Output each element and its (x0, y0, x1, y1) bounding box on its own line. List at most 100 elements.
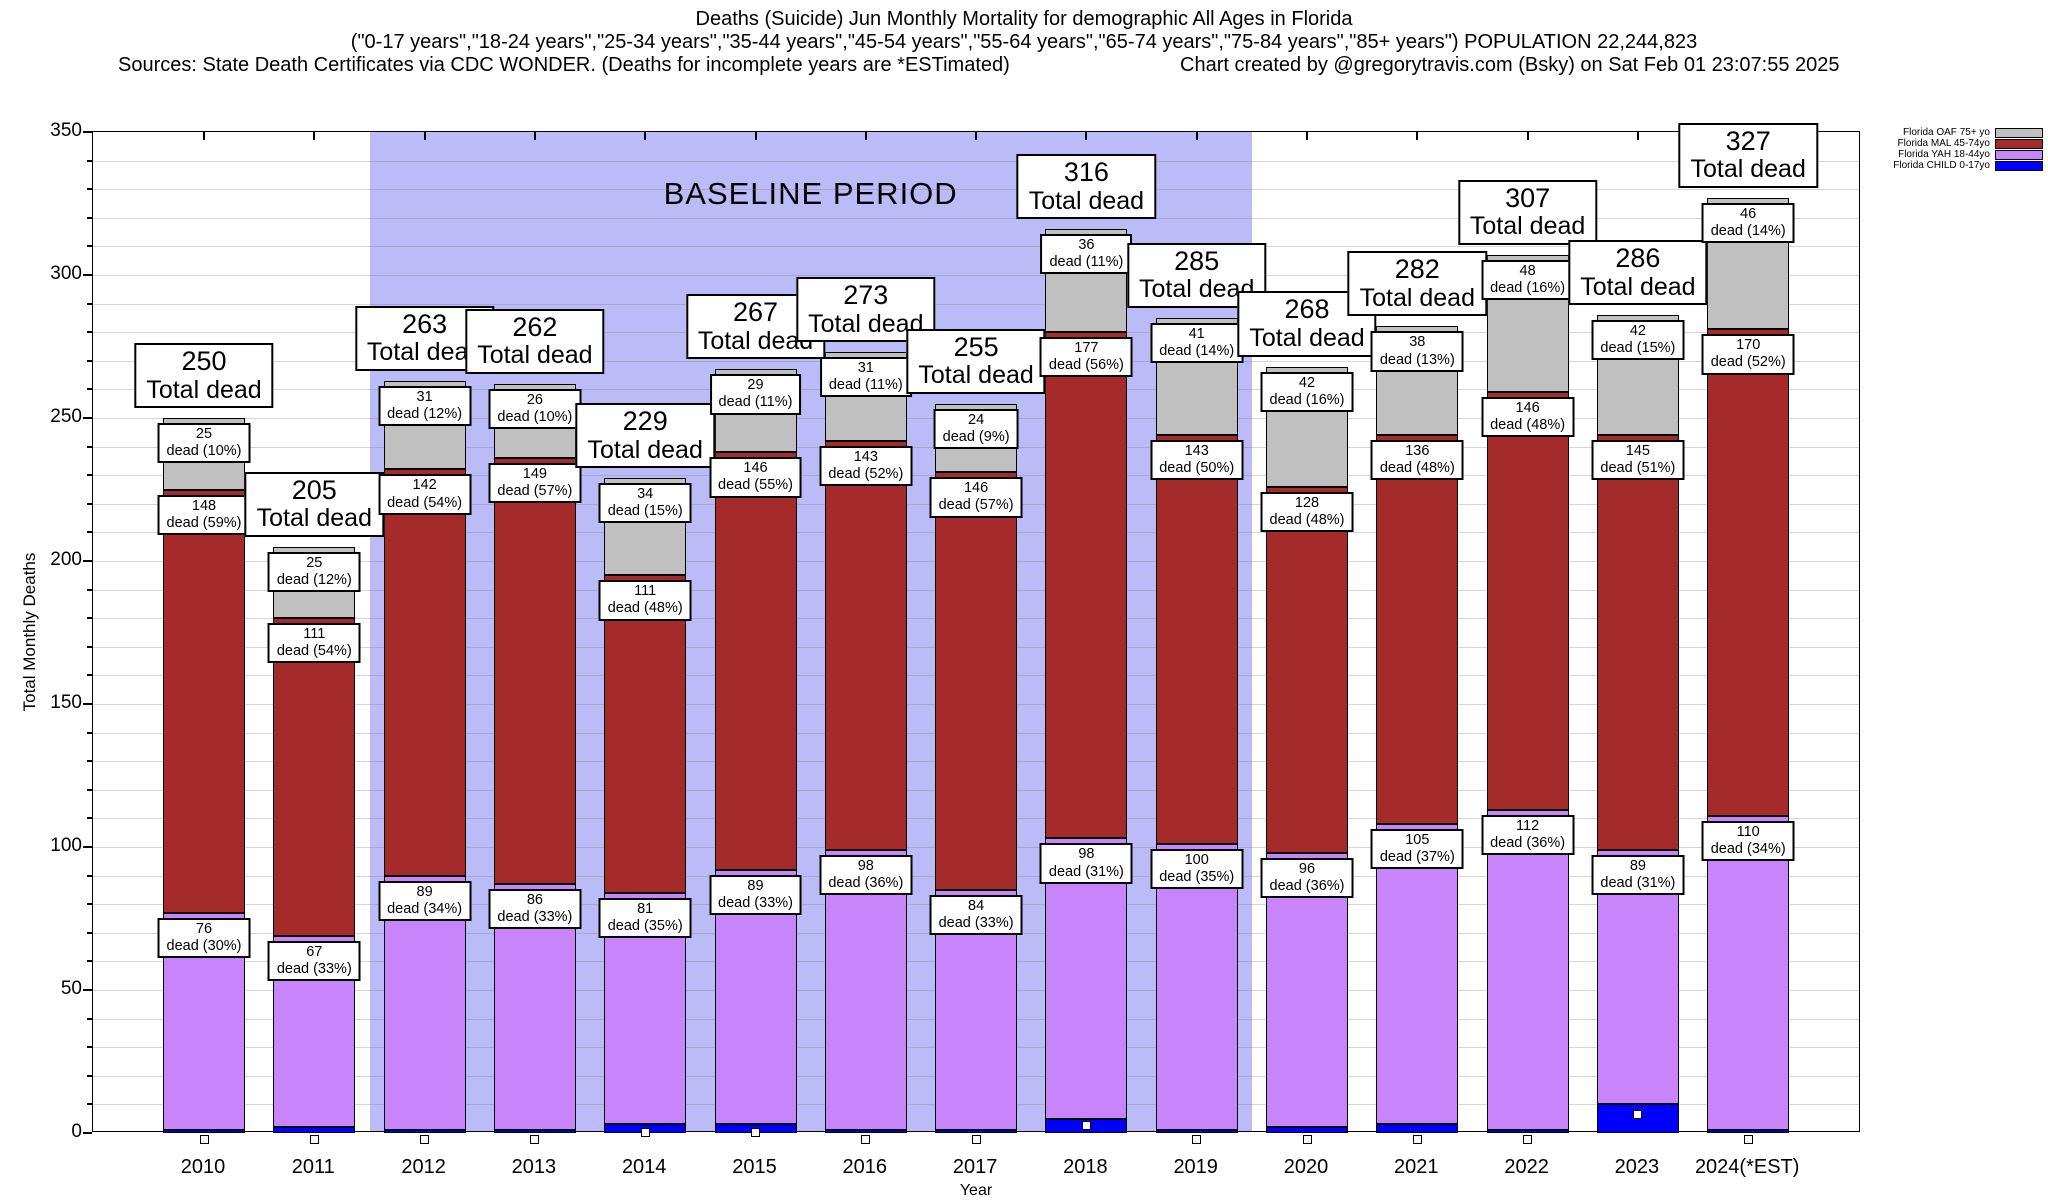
y-tick-220 (87, 502, 92, 505)
x-tick-label-2010: 2010 (180, 1156, 226, 1178)
y-tick-label-200: 200 (50, 549, 82, 570)
segment-label-2024(*EST)-yah: 110 dead (34%) (1701, 820, 1795, 861)
segment-label-2019-oaf: 41 dead (14%) (1150, 322, 1244, 364)
segment-label-2021-oaf: 38 dead (13%) (1370, 331, 1464, 372)
y-tick-10 (87, 1103, 92, 1106)
segment-2011-mal (273, 618, 356, 936)
legend: Florida OAF 75+ yo Florida MAL 45-74yo Flo… (1893, 127, 2043, 171)
segment-2020-mal (1266, 486, 1348, 853)
y-tick-30 (87, 1046, 92, 1049)
axis-marker-2022 (1523, 1135, 1533, 1144)
segment-2022-child (1486, 1130, 1569, 1133)
chart-sources: Sources: State Death Certificates via CD… (118, 54, 1010, 76)
x-tick-label-2012: 2012 (401, 1156, 446, 1178)
segment-2013-mal (493, 458, 576, 885)
axis-marker-2017 (971, 1135, 981, 1144)
top-tick-2010 (203, 132, 205, 140)
legend-label-mal: Florida MAL 45-74yo (1897, 138, 1990, 149)
axis-marker-2019 (1192, 1135, 1202, 1144)
y-tick-320 (87, 216, 92, 219)
top-tick-2012 (423, 132, 426, 140)
segment-label-2021-yah: 105 dead (37%) (1370, 829, 1464, 870)
segment-2019-child (1155, 1130, 1238, 1133)
x-tick-label-2015: 2015 (732, 1156, 777, 1178)
segment-label-2024(*EST)-oaf: 46 dead (14%) (1701, 202, 1795, 243)
legend-label-child: Florida CHILD 0-17yo (1893, 160, 1990, 171)
gridline-300 (93, 275, 1859, 276)
segment-label-2014-mal: 111 dead (48%) (598, 580, 692, 621)
segment-2019-mal (1155, 435, 1238, 845)
segment-label-2018-mal: 177 dead (56%) (1039, 337, 1133, 378)
segment-label-2023-oaf: 42 dead (15%) (1591, 320, 1685, 361)
x-axis-label: Year (959, 1182, 993, 1199)
y-tick-300 (83, 274, 92, 276)
axis-marker-2012 (420, 1135, 430, 1144)
segment-2018-mal (1045, 332, 1128, 839)
segment-2016-yah (824, 849, 907, 1131)
segment-2021-mal (1376, 435, 1459, 825)
segment-label-2017-yah: 84 dead (33%) (929, 894, 1023, 936)
segment-label-2020-yah: 96 dead (36%) (1260, 857, 1354, 898)
segment-2024(*EST)-yah (1707, 815, 1790, 1131)
legend-label-yah: Florida YAH 18-44yo (1898, 149, 1990, 160)
y-tick-20 (87, 1074, 92, 1077)
axis-marker-2023 (1633, 1110, 1643, 1119)
y-tick-50 (83, 989, 92, 991)
segment-label-2018-yah: 98 dead (31%) (1039, 843, 1133, 884)
y-tick-110 (87, 817, 92, 820)
top-tick-2011 (313, 132, 316, 140)
chart-title: Deaths (Suicide) Jun Monthly Mortality f… (695, 8, 1353, 30)
top-tick-2020 (1306, 132, 1308, 140)
segment-2019-yah (1155, 844, 1238, 1131)
segment-label-2022-mal: 146 dead (48%) (1481, 397, 1575, 438)
total-label-2017: 255 Total dead (906, 328, 1046, 394)
segment-2021-yah (1376, 824, 1459, 1125)
segment-label-2015-yah: 89 dead (33%) (709, 874, 802, 916)
segment-label-2012-oaf: 31 dead (12%) (378, 385, 472, 427)
axis-marker-2024(*EST) (1743, 1135, 1753, 1144)
y-tick-250 (83, 417, 92, 419)
y-tick-280 (87, 331, 92, 334)
axis-marker-2015 (751, 1128, 760, 1137)
y-tick-label-0: 0 (71, 1121, 82, 1142)
segment-label-2016-yah: 98 dead (36%) (819, 854, 913, 896)
segment-label-2016-mal: 143 dead (52%) (819, 445, 913, 487)
legend-row-oaf: Florida OAF 75+ yo (1893, 127, 2043, 138)
y-tick-130 (87, 760, 92, 763)
segment-label-2022-oaf: 48 dead (16%) (1481, 259, 1575, 301)
segment-label-2013-yah: 86 dead (33%) (488, 889, 582, 930)
segment-2022-mal (1486, 392, 1569, 810)
x-tick-label-2018: 2018 (1063, 1156, 1108, 1178)
y-axis-label: Total Monthly Deaths (20, 552, 39, 712)
segment-label-2013-oaf: 26 dead (10%) (488, 388, 582, 429)
segment-label-2024(*EST)-mal: 170 dead (52%) (1701, 334, 1795, 375)
segment-label-2011-yah: 67 dead (33%) (267, 940, 361, 981)
segment-2020-yah (1266, 852, 1348, 1128)
segment-label-2023-yah: 89 dead (31%) (1591, 854, 1685, 896)
y-tick-350 (83, 131, 92, 133)
y-tick-40 (87, 1017, 92, 1020)
chart-subtitle: ("0-17 years","18-24 years","25-34 years… (350, 31, 1698, 53)
segment-2012-child (383, 1130, 466, 1133)
x-tick-label-2021: 2021 (1394, 1156, 1439, 1178)
segment-label-2012-yah: 89 dead (34%) (378, 880, 472, 921)
segment-2017-mal (935, 472, 1018, 890)
segment-2014-mal (604, 575, 687, 893)
y-tick-260 (87, 388, 92, 391)
total-label-2023: 286 Total dead (1568, 239, 1708, 306)
baseline-period-label: BASELINE PERIOD (663, 176, 958, 211)
segment-label-2010-yah: 76 dead (30%) (157, 917, 251, 958)
axis-marker-2016 (861, 1135, 871, 1144)
total-label-2014: 229 Total dead (575, 402, 715, 469)
y-tick-label-100: 100 (50, 835, 82, 856)
segment-label-2017-mal: 146 dead (57%) (929, 477, 1023, 518)
total-label-2021: 282 Total dead (1347, 251, 1487, 317)
segment-2010-child (163, 1130, 245, 1133)
top-tick-2013 (533, 132, 536, 140)
y-tick-230 (87, 474, 92, 477)
top-tick-2015 (754, 132, 757, 140)
segment-label-2014-oaf: 34 dead (15%) (598, 483, 692, 524)
plot-area: BASELINE PERIOD 76 dead (30%) 148 dead (59%)… (92, 122, 1860, 1144)
x-tick-label-2019: 2019 (1173, 1156, 1218, 1178)
segment-label-2018-oaf: 36 dead (11%) (1040, 234, 1133, 275)
